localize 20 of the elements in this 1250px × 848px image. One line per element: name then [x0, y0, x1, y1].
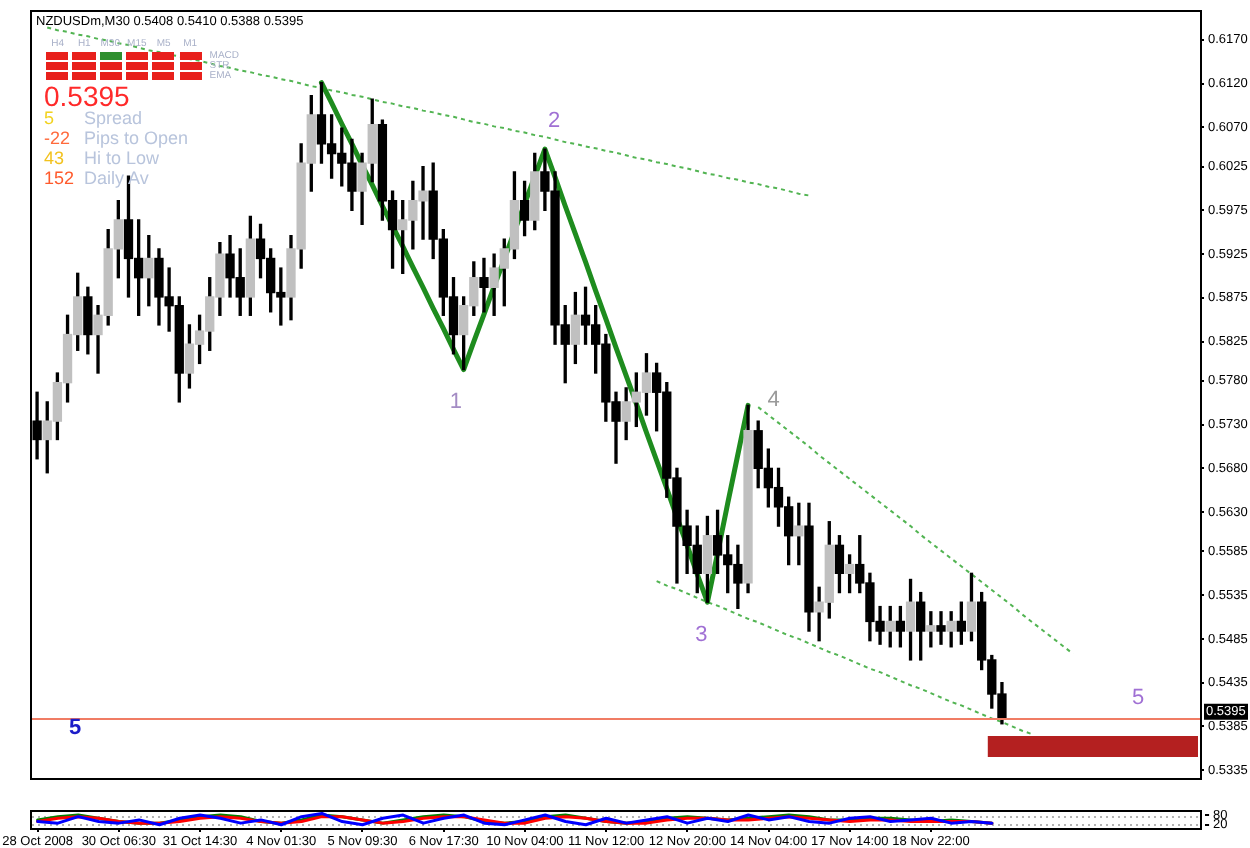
annotation: Hi to Low [84, 147, 160, 167]
line-series [46, 26, 810, 197]
annotation: 5 [44, 107, 55, 127]
annotation: Spread [84, 107, 143, 127]
annotation: 0.5395 [44, 80, 130, 112]
annotation: Pips to Open [84, 127, 189, 147]
annotation: 43 [44, 147, 65, 167]
annotation: 1 [449, 389, 463, 414]
line-series [757, 406, 1075, 655]
annotation: 5 [1131, 685, 1145, 710]
annotation: 152 [44, 167, 75, 187]
annotation: 3 [695, 622, 708, 647]
annotation: Daily Av [84, 167, 149, 187]
annotation: -22 [44, 127, 71, 147]
annotation: 2 [547, 108, 561, 133]
candlestick [479, 257, 489, 313]
annotation: 4 [767, 387, 780, 412]
line-series [655, 580, 1034, 736]
candlestick [936, 611, 946, 645]
annotation: 5 [69, 716, 82, 741]
